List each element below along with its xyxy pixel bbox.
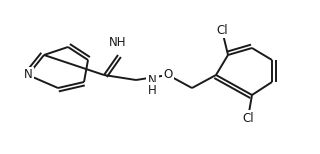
Text: Cl: Cl [216, 24, 228, 36]
Text: H: H [148, 83, 157, 97]
Text: NH: NH [109, 36, 127, 49]
Text: O: O [164, 69, 172, 81]
Text: Cl: Cl [242, 111, 254, 124]
Text: N: N [24, 69, 32, 81]
Text: N: N [148, 73, 157, 87]
